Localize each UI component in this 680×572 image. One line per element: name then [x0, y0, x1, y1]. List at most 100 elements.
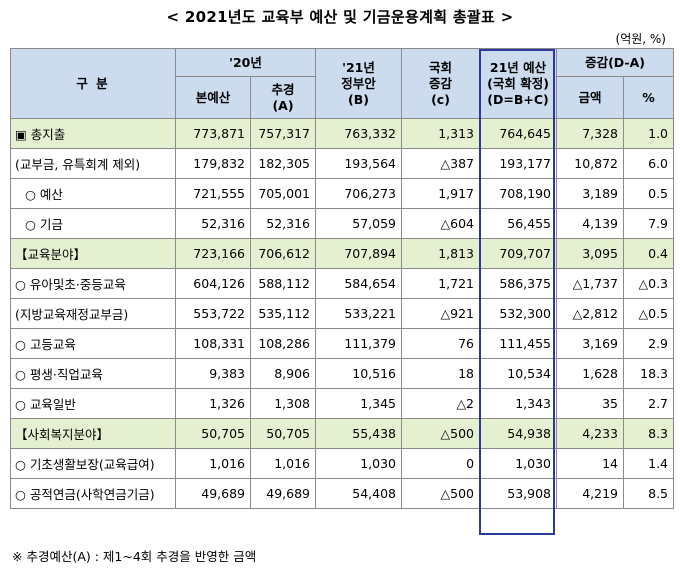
header-y20-supp: 추경 (A) [249, 76, 317, 119]
cell-pct: 0.5 [623, 178, 675, 209]
cell-gov: 54,408 [315, 478, 403, 509]
cell-diff: 4,233 [556, 418, 625, 449]
table-row: (지방교육재정교부금) 553,722 535,112 533,221 △921 532,… [10, 298, 675, 329]
cell-main: 49,689 [175, 478, 251, 509]
cell-final: 586,375 [479, 268, 558, 299]
footnote: ※ 추경예산(A) : 제1~4회 추경을 반영한 금액 [12, 549, 257, 564]
cell-diff: 3,189 [556, 178, 625, 209]
cell-pct: 18.3 [623, 358, 675, 389]
cell-main: 108,331 [175, 328, 251, 359]
cell-final: 1,030 [479, 448, 558, 479]
cell-gov: 57,059 [315, 208, 403, 239]
cell-nat: △500 [401, 418, 481, 449]
cell-final: 1,343 [479, 388, 558, 419]
cell-supp: 1,308 [249, 388, 317, 419]
cell-diff: 35 [556, 388, 625, 419]
table-row: ○ 기금 52,316 52,316 57,059 △604 56,455 4,139 7.9 [10, 208, 675, 239]
row-label: ○ 고등교육 [10, 328, 176, 359]
cell-diff: 3,169 [556, 328, 625, 359]
table-body: ▣ 총지출 773,871 757,317 763,332 1,313 764,645 7,… [10, 118, 675, 509]
cell-supp: 705,001 [249, 178, 317, 209]
cell-gov: 584,654 [315, 268, 403, 299]
cell-main: 1,326 [175, 388, 251, 419]
cell-supp: 50,705 [249, 418, 317, 449]
cell-main: 52,316 [175, 208, 251, 239]
cell-supp: 1,016 [249, 448, 317, 479]
row-label: ○ 교육일반 [10, 388, 176, 419]
cell-nat: 1,813 [401, 238, 481, 269]
cell-final: 111,455 [479, 328, 558, 359]
header-final-line1: 21년 예산 [489, 59, 547, 75]
table-row: ○ 기초생활보장(교육급여) 1,016 1,016 1,030 0 1,030 14 1.4 [10, 448, 675, 479]
header-y20-main: 본예산 [175, 76, 251, 119]
header-change: 증감(D-A) [556, 48, 675, 77]
header-row-2: 본예산 추경 (A) 금액 % [11, 76, 675, 119]
header-national-assembly: 국회 증감 (c) [401, 48, 481, 119]
cell-pct: 8.5 [623, 478, 675, 509]
header-gov-line1: '21년 [342, 59, 375, 75]
cell-diff: 1,628 [556, 358, 625, 389]
cell-final: 53,908 [479, 478, 558, 509]
cell-pct: △0.5 [623, 298, 675, 329]
cell-nat: 1,313 [401, 118, 481, 149]
row-label: ○ 기금 [10, 208, 176, 239]
cell-nat: △2 [401, 388, 481, 419]
row-label: 【교육분야】 [10, 238, 176, 269]
row-label: ○ 평생·직업교육 [10, 358, 176, 389]
cell-pct: 1.0 [623, 118, 675, 149]
cell-gov: 10,516 [315, 358, 403, 389]
row-label: (지방교육재정교부금) [10, 298, 176, 329]
cell-diff: 14 [556, 448, 625, 479]
cell-main: 553,722 [175, 298, 251, 329]
row-label: ○ 기초생활보장(교육급여) [10, 448, 176, 479]
cell-gov: 1,030 [315, 448, 403, 479]
header-supp-line2: (A) [272, 97, 294, 113]
cell-nat: △921 [401, 298, 481, 329]
cell-final: 708,190 [479, 178, 558, 209]
table-row: 【사회복지분야】 50,705 50,705 55,438 △500 54,938 4,23… [10, 418, 675, 449]
cell-final: 193,177 [479, 148, 558, 179]
row-label: (교부금, 유특회계 제외) [10, 148, 176, 179]
cell-gov: 707,894 [315, 238, 403, 269]
table-row: ○ 교육일반 1,326 1,308 1,345 △2 1,343 35 2.7 [10, 388, 675, 419]
cell-gov: 763,332 [315, 118, 403, 149]
cell-pct: 6.0 [623, 148, 675, 179]
cell-final: 56,455 [479, 208, 558, 239]
cell-diff: △1,737 [556, 268, 625, 299]
header-gov: '21년 정부안 (B) [315, 48, 403, 119]
cell-main: 604,126 [175, 268, 251, 299]
cell-nat: △500 [401, 478, 481, 509]
header-nat-line1: 국회 [429, 59, 453, 75]
header-supp-line1: 추경 [271, 81, 295, 97]
table-row: ○ 평생·직업교육 9,383 8,906 10,516 18 10,534 1,628 18… [10, 358, 675, 389]
cell-nat: △604 [401, 208, 481, 239]
table-row: ○ 공적연금(사학연금기금) 49,689 49,689 54,408 △500 53,9… [10, 478, 675, 509]
budget-table: 구 분 '20년 '21년 정부안 (B) 국회 증감 (c) 21년 예산 (… [10, 48, 675, 509]
table-row: ○ 예산 721,555 705,001 706,273 1,917 708,190 3,1… [10, 178, 675, 209]
cell-nat: 76 [401, 328, 481, 359]
cell-gov: 533,221 [315, 298, 403, 329]
cell-pct: 8.3 [623, 418, 675, 449]
row-label: ○ 예산 [10, 178, 176, 209]
cell-final: 10,534 [479, 358, 558, 389]
cell-supp: 8,906 [249, 358, 317, 389]
cell-pct: 2.9 [623, 328, 675, 359]
cell-main: 50,705 [175, 418, 251, 449]
header-nat-line2: 증감 [429, 75, 453, 91]
cell-pct: 0.4 [623, 238, 675, 269]
cell-supp: 182,305 [249, 148, 317, 179]
cell-supp: 757,317 [249, 118, 317, 149]
cell-supp: 108,286 [249, 328, 317, 359]
cell-pct: △0.3 [623, 268, 675, 299]
cell-supp: 535,112 [249, 298, 317, 329]
cell-gov: 193,564 [315, 148, 403, 179]
cell-nat: 18 [401, 358, 481, 389]
unit-label: (억원, %) [615, 32, 666, 46]
cell-final: 532,300 [479, 298, 558, 329]
row-label: ▣ 총지출 [10, 118, 176, 149]
row-label: 【사회복지분야】 [10, 418, 176, 449]
cell-diff: 7,328 [556, 118, 625, 149]
header-gov-line2: 정부안 [341, 75, 376, 91]
cell-nat: △387 [401, 148, 481, 179]
cell-diff: △2,812 [556, 298, 625, 329]
